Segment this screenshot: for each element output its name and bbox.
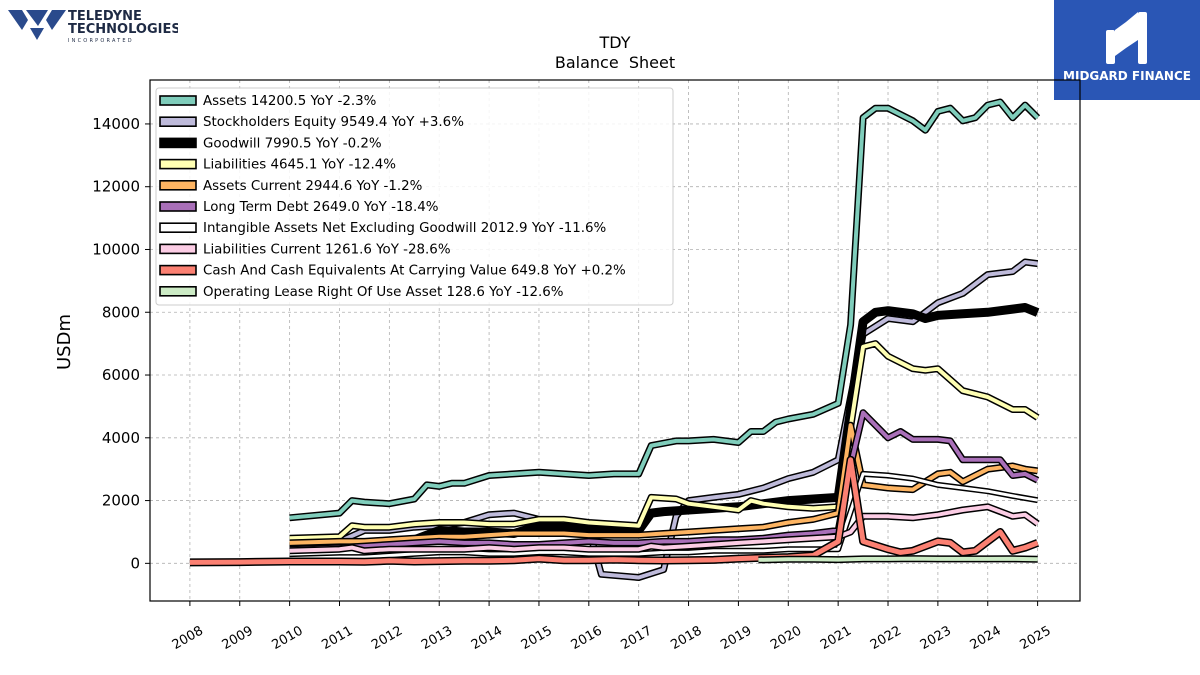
series-line (289, 341, 1039, 541)
legend-label: Liabilities Current 1261.6 YoY -28.6% (203, 242, 451, 257)
legend-swatch (159, 264, 197, 276)
legend-label: Liabilities 4645.1 YoY -12.4% (203, 158, 396, 173)
legend-entry: Liabilities Current 1261.6 YoY -28.6% (159, 242, 451, 257)
chart-subtitle: Balance Sheet (555, 53, 675, 72)
legend-label: Stockholders Equity 9549.4 YoY +3.6% (203, 115, 464, 130)
legend-swatch (159, 180, 197, 191)
y-tick-label: 0 (130, 554, 140, 572)
y-tick-label: 14000 (92, 115, 140, 133)
legend-entry: Liabilities 4645.1 YoY -12.4% (159, 158, 396, 173)
y-tick-label: 4000 (102, 429, 140, 447)
series-cash-and-cash-equivalents-at-carrying-value (189, 455, 1040, 567)
plot-frame (149, 79, 1081, 602)
legend-entry: Long Term Debt 2649.0 YoY -18.4% (159, 200, 438, 215)
series-lines (189, 98, 1041, 581)
x-tick-label: 2018 (668, 623, 704, 653)
series-line (289, 100, 1040, 520)
legend-box (155, 87, 674, 306)
series-line (289, 304, 1039, 551)
legend-swatch (159, 222, 197, 233)
x-tick-label: 2024 (968, 623, 1004, 653)
series-goodwill (289, 303, 1040, 553)
x-tick-label: 2014 (469, 623, 505, 653)
x-tick-label: 2012 (369, 623, 405, 653)
series-assets (289, 98, 1041, 522)
x-tick-label: 2025 (1017, 623, 1053, 653)
legend-swatch (159, 137, 197, 149)
x-tick-label: 2019 (718, 623, 754, 653)
series-assets-current (289, 421, 1039, 547)
y-tick-label: 2000 (102, 492, 140, 510)
legend-swatch (159, 201, 197, 212)
y-tick-label: 8000 (102, 303, 140, 321)
chart-title: TDY (599, 33, 631, 52)
legend-swatch (159, 158, 197, 170)
x-tick-label: 2022 (868, 623, 904, 653)
series-line (758, 556, 1038, 562)
legend-label: Operating Lease Right Of Use Asset 128.6… (203, 285, 564, 300)
series-liabilities-current (289, 503, 1040, 555)
legend-label: Cash And Cash Equivalents At Carrying Va… (203, 264, 626, 279)
logo-line1: TELEDYNE (68, 9, 142, 24)
teledyne-emblem-icon (8, 10, 66, 40)
y-tick-label: 12000 (92, 178, 140, 196)
x-tick-label: 2010 (269, 623, 305, 653)
legend-label: Long Term Debt 2649.0 YoY -18.4% (203, 200, 438, 215)
legend-label: Assets 14200.5 YoY -2.3% (203, 94, 376, 109)
legend-label: Assets Current 2944.6 YoY -1.2% (203, 179, 422, 194)
legend-swatch (159, 95, 197, 106)
x-tick-label: 2011 (319, 623, 355, 653)
logo-line2: TECHNOLOGIES (68, 22, 178, 37)
logo-line3: INCORPORATED (68, 38, 134, 44)
series-line (289, 423, 1038, 545)
series-liabilities (289, 340, 1040, 542)
legend-swatch (159, 285, 197, 297)
x-tick-label: 2015 (519, 623, 555, 653)
series-line (289, 504, 1039, 553)
legend-entry: Cash And Cash Equivalents At Carrying Va… (159, 264, 626, 279)
series-line (189, 457, 1039, 565)
x-tick-label: 2009 (220, 623, 256, 653)
legend-entry: Goodwill 7990.5 YoY -0.2% (159, 136, 382, 151)
legend-label: Intangible Assets Net Excluding Goodwill… (203, 221, 606, 236)
midgard-finance-logo: MIDGARD FINANCE (1054, 0, 1200, 100)
legend-entry: Operating Lease Right Of Use Asset 128.6… (159, 285, 564, 300)
midgard-logo-text: MIDGARD FINANCE (1063, 69, 1191, 83)
legend-entry: Stockholders Equity 9549.4 YoY +3.6% (159, 115, 464, 130)
y-axis-label: USDm (54, 314, 75, 370)
x-tick-label: 2008 (170, 623, 206, 653)
legend: Assets 14200.5 YoY -2.3% Stockholders Equ… (155, 87, 674, 306)
x-tick-label: 2017 (619, 623, 655, 653)
midgard-emblem-icon: MIDGARD FINANCE (1063, 12, 1191, 83)
legend-swatch (159, 116, 197, 127)
legend-entry: Assets Current 2944.6 YoY -1.2% (159, 179, 422, 194)
legend-entry: Assets 14200.5 YoY -2.3% (159, 94, 376, 109)
legend-entry: Intangible Assets Net Excluding Goodwill… (159, 221, 606, 236)
y-tick-label: 6000 (102, 366, 140, 384)
legend-label: Goodwill 7990.5 YoY -0.2% (203, 136, 382, 151)
x-tick-label: 2013 (419, 623, 455, 653)
x-tick-label: 2021 (818, 623, 854, 653)
legend-swatch (159, 243, 197, 255)
y-tick-label: 10000 (92, 240, 140, 258)
x-tick-label: 2016 (569, 623, 605, 653)
series-operating-lease-right-of-use-asset (758, 555, 1038, 564)
x-tick-label: 2023 (918, 623, 954, 653)
teledyne-logo: TELEDYNE TECHNOLOGIES INCORPORATED (8, 9, 178, 44)
x-tick-label: 2020 (768, 623, 804, 653)
